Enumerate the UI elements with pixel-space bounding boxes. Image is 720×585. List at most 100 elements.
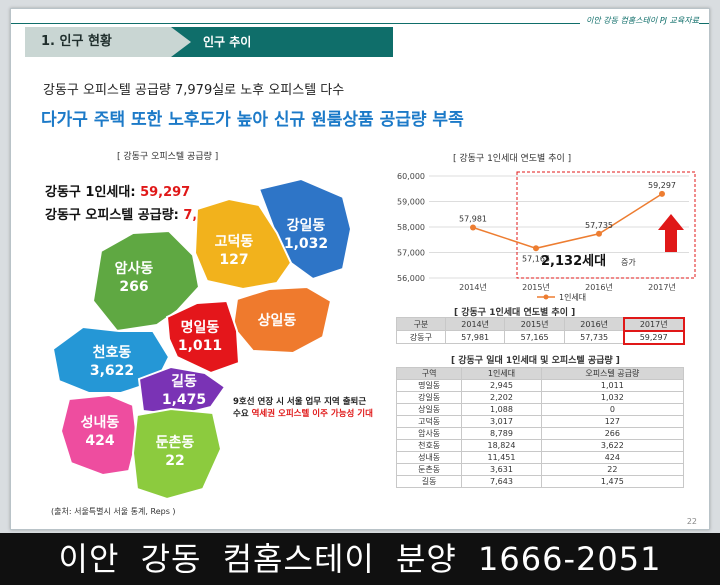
district-name: 성내동 [81, 415, 120, 431]
header-rule [11, 23, 709, 24]
data-label: 57,735 [585, 221, 613, 230]
table-header-row: 구역 1인세대 오피스텔 공급량 [395, 367, 685, 380]
x-tick-label: 2014년 [459, 282, 487, 292]
table2-caption: [ 강동구 일대 1인세대 및 오피스텔 공급량 ] [451, 356, 620, 366]
district-amsa [91, 229, 201, 333]
data-point [659, 190, 665, 197]
district-name: 고덕동 [215, 233, 254, 250]
district-map: 강일동 1,032 고덕동 127 암사동 266 상일동 명일동 1,011 천호동 3,622 길… [51, 177, 353, 501]
slide: 이안 강동 컴홈스테이 PJ 교육자료 1. 인구 현황 인구 추이 강동구 오… [10, 8, 710, 530]
subsection-tab: 인구 추이 [171, 27, 393, 57]
table-cell: 3,622 [540, 439, 685, 452]
district-gil [137, 365, 227, 417]
table-cell: 상일동 [395, 403, 463, 416]
yearly-table: 구분 2014년 2015년 2016년 2017년 강동구 57,981 57… [396, 316, 685, 345]
table-header: 오피스텔 공급량 [540, 367, 685, 380]
y-tick-label: 56,000 [397, 274, 425, 283]
district-seongnae [59, 393, 139, 477]
district-name: 길동 [171, 374, 197, 390]
table-header: 1인세대 [461, 367, 542, 380]
annotation-suffix: 증가 [621, 258, 636, 267]
table-cell: 1,011 [540, 379, 685, 392]
table-row: 상일동 1,088 0 [395, 403, 685, 416]
table-cell: 2,945 [461, 379, 542, 392]
district-value: 3,622 [90, 363, 134, 379]
y-tick-label: 59,000 [397, 198, 425, 207]
district-name: 둔촌동 [156, 435, 195, 451]
table-row: 고덕동 3,017 127 [395, 415, 685, 428]
table-cell: 266 [540, 427, 685, 440]
header-tag: 이안 강동 컴홈스테이 PJ 교육자료 [579, 15, 699, 26]
table-cell: 59,297 [622, 329, 685, 345]
table-row: 명일동 2,945 1,011 [395, 379, 685, 392]
data-label: 57,165 [522, 254, 550, 263]
table-header: 2015년 [504, 317, 565, 331]
district-godeok [193, 197, 293, 291]
table-cell: 11,451 [461, 451, 542, 464]
table1-caption: [ 강동구 1인세대 연도별 추이 ] [454, 308, 576, 318]
x-tick-label: 2015년 [522, 282, 550, 292]
table-cell: 8,789 [461, 427, 542, 440]
table-header: 2016년 [563, 317, 625, 331]
table-cell: 2,202 [461, 391, 542, 404]
highlight-box [516, 171, 696, 279]
table-cell: 천호동 [395, 439, 463, 452]
table-row: 천호동 18,824 3,622 [395, 439, 685, 452]
district-name: 명일동 [181, 319, 220, 336]
table-cell: 강일동 [395, 391, 463, 404]
data-point [533, 245, 539, 252]
x-tick-label: 2017년 [648, 282, 676, 292]
intro-line: 강동구 오피스텔 공급량 7,979실로 노후 오피스텔 다수 [43, 83, 345, 98]
table-cell: 둔촌동 [395, 463, 463, 476]
note-line: 수요 역세권 오피스텔 이주 가능성 기대 [233, 408, 373, 420]
phone-banner: 이안 강동 컴홈스테이 분양 1666-2051 [0, 533, 720, 585]
district-name: 천호동 [93, 345, 132, 361]
district-value: 1,475 [162, 392, 206, 408]
table-row: 둔촌동 3,631 22 [395, 463, 685, 476]
table-cell: 0 [540, 403, 685, 416]
district-value: 1,011 [178, 338, 222, 354]
table-cell: 18,824 [461, 439, 542, 452]
table-header-row: 구분 2014년 2015년 2016년 2017년 [396, 316, 685, 332]
line-chart: 56,000 57,000 58,000 59,000 60,000 2014년 2015년… [397, 171, 696, 302]
district-dunchon [131, 407, 223, 501]
district-value: 266 [119, 279, 148, 295]
map-caption: [ 강동구 오피스텔 공급량 ] [117, 152, 219, 162]
table-cell: 강동구 [396, 330, 446, 344]
data-label: 57,981 [459, 214, 487, 223]
table-cell: 명일동 [395, 379, 463, 392]
x-tick-label: 2016년 [585, 282, 613, 292]
table-cell: 3,631 [461, 463, 542, 476]
stat-value: 59,297 [140, 185, 191, 200]
data-point [470, 224, 476, 231]
note-highlight: 역세권 오피스텔 이주 가능성 기대 [251, 409, 373, 419]
table-cell: 암사동 [395, 427, 463, 440]
y-tick-label: 60,000 [397, 172, 425, 181]
source-note: (출처: 서울특별시 서울 통계, Reps ) [51, 507, 176, 516]
annotation: 2,132세대 [541, 254, 606, 269]
table-row: 길동 7,643 1,475 [395, 475, 685, 488]
y-tick-label: 58,000 [397, 223, 425, 232]
chart-caption: [ 강동구 1인세대 연도별 추이 ] [453, 154, 572, 164]
table-cell: 1,088 [461, 403, 542, 416]
table-row: 강동구 57,981 57,165 57,735 59,297 [396, 329, 685, 345]
table-header: 구분 [396, 317, 446, 331]
district-name: 강일동 [287, 217, 326, 234]
district-myeongil [165, 299, 241, 375]
table-cell: 1,475 [540, 475, 685, 488]
table-cell: 57,981 [444, 330, 506, 344]
data-point [596, 230, 602, 237]
data-label: 59,297 [648, 181, 676, 190]
note-prefix: 수요 [233, 409, 252, 419]
district-table: 구역 1인세대 오피스텔 공급량 명일동 2,945 1,011 강일동 2,202 1,… [395, 367, 685, 488]
table-row: 강일동 2,202 1,032 [395, 391, 685, 404]
table-cell: 57,165 [504, 330, 565, 344]
table-header: 2017년 [622, 316, 685, 332]
table-cell: 22 [540, 463, 685, 476]
table-cell: 1,032 [540, 391, 685, 404]
table-header: 2014년 [444, 317, 506, 331]
table-cell: 3,017 [461, 415, 542, 428]
series-line [472, 193, 663, 250]
page-number: 22 [686, 517, 697, 526]
subway-note: 9호선 연장 시 서울 업무 지역 출퇴근 수요 역세권 오피스텔 이주 가능성… [233, 396, 373, 420]
